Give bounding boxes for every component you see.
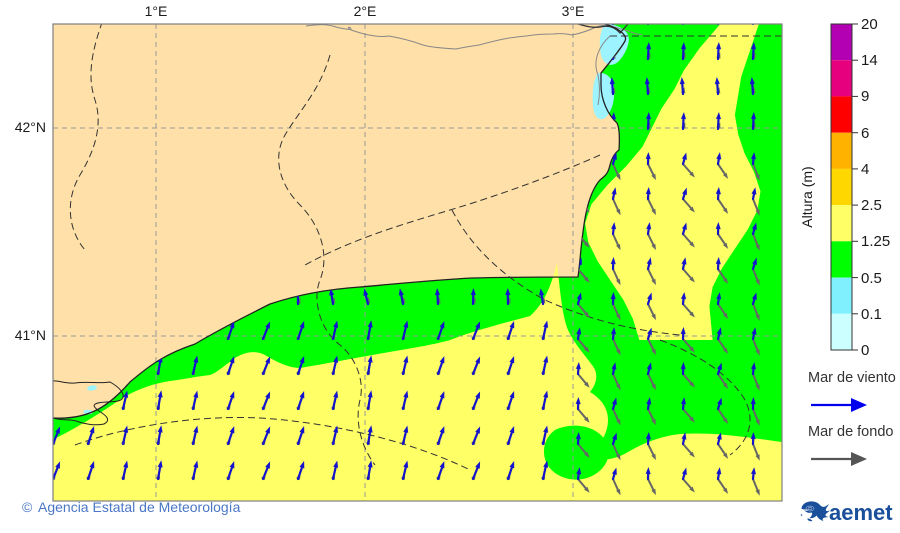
svg-text:0.5: 0.5 (861, 270, 882, 287)
svg-text:6: 6 (861, 125, 869, 142)
svg-text:0: 0 (861, 342, 869, 359)
svg-text:2.5: 2.5 (861, 197, 882, 214)
svg-text:9: 9 (861, 88, 869, 105)
svg-text:2°E: 2°E (354, 3, 377, 19)
svg-text:41°N: 41°N (15, 327, 46, 343)
svg-text:0.1: 0.1 (861, 306, 882, 323)
svg-text:aemet: aemet (829, 500, 893, 525)
svg-text:1.25: 1.25 (861, 233, 890, 250)
svg-text:Agencia Estatal de Meteorologí: Agencia Estatal de Meteorología (38, 499, 241, 515)
svg-text:©: © (22, 499, 33, 515)
svg-text:4: 4 (861, 161, 869, 178)
svg-text:Altura (m): Altura (m) (799, 166, 815, 227)
svg-text:20: 20 (861, 16, 878, 33)
svg-text:1°E: 1°E (145, 3, 168, 19)
svg-text:14: 14 (861, 52, 878, 69)
svg-text:Mar de fondo: Mar de fondo (808, 424, 893, 440)
svg-text:42°N: 42°N (15, 119, 46, 135)
svg-text:3°E: 3°E (562, 3, 585, 19)
svg-text:Mar de viento: Mar de viento (808, 370, 896, 386)
